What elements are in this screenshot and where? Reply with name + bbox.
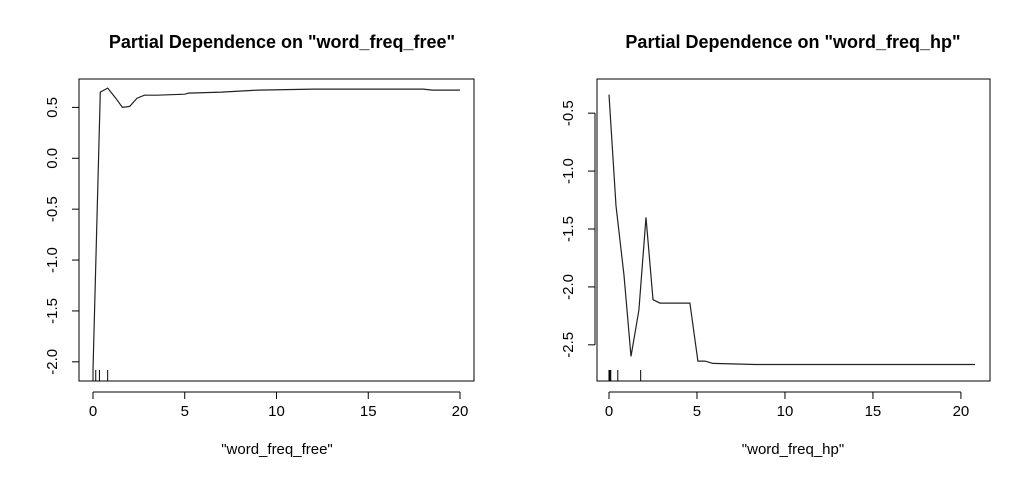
- series-line: [92, 87, 460, 371]
- y-tick-label: 0.5: [44, 97, 61, 118]
- x-tick-label: 10: [777, 403, 794, 420]
- x-axis-label: "word_freq_free": [221, 441, 333, 458]
- x-tick-label: 5: [693, 403, 701, 420]
- x-axis: 0 5 10 15 20: [89, 391, 469, 420]
- x-tick-label: 5: [181, 403, 189, 420]
- y-tick-label: -1.5: [44, 298, 61, 324]
- rug-marks: [608, 370, 642, 381]
- y-tick-label: -0.5: [560, 100, 577, 126]
- chart-title: Partial Dependence on "word_freq_free": [109, 32, 455, 52]
- x-tick-label: 20: [953, 403, 970, 420]
- y-tick-label: -2.0: [560, 274, 577, 300]
- x-tick-label: 0: [89, 403, 97, 420]
- x-tick-label: 15: [865, 403, 882, 420]
- x-axis: 0 5 10 15 20: [605, 391, 970, 420]
- y-tick-label: -1.0: [560, 158, 577, 184]
- panel-word-freq-free: Partial Dependence on "word_freq_free" 0…: [44, 32, 475, 458]
- rug-marks: [92, 370, 109, 381]
- y-tick-label: -1.0: [44, 247, 61, 273]
- y-tick-label: -1.5: [560, 216, 577, 242]
- y-axis: 0.5 0.0 -0.5 -1.0 -1.5 -2.0: [44, 97, 80, 375]
- y-tick-label: 0.0: [44, 148, 61, 169]
- chart-title: Partial Dependence on "word_freq_hp": [625, 32, 960, 52]
- y-tick-label: -2.5: [560, 332, 577, 358]
- x-tick-label: 15: [360, 403, 377, 420]
- series-line: [608, 94, 975, 366]
- x-tick-label: 10: [268, 403, 285, 420]
- plot-frame: [596, 78, 991, 382]
- x-axis-label: "word_freq_hp": [742, 441, 844, 458]
- x-tick-label: 0: [605, 403, 613, 420]
- y-axis: -0.5 -1.0 -1.5 -2.0 -2.5: [560, 100, 596, 358]
- y-tick-label: -2.0: [44, 349, 61, 375]
- x-tick-label: 20: [452, 403, 469, 420]
- plot-frame: [78, 78, 475, 382]
- y-tick-label: -0.5: [44, 196, 61, 222]
- panel-word-freq-hp: Partial Dependence on "word_freq_hp" 0 5 1…: [560, 32, 991, 458]
